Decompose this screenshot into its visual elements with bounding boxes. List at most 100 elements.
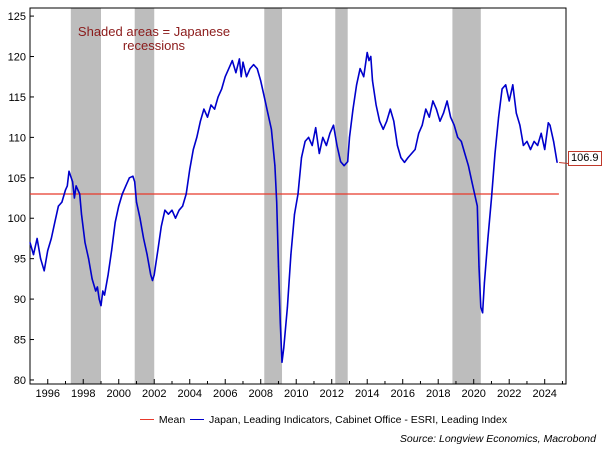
leading-index-point: [318, 152, 320, 155]
leading-index-point: [476, 205, 478, 207]
leading-index-point: [497, 116, 500, 118]
leading-index-point: [352, 108, 354, 110]
x-tick-label: 2016: [390, 388, 414, 400]
leading-index-point: [281, 361, 283, 363]
leading-index-point: [526, 140, 528, 143]
leading-index-point: [481, 312, 484, 314]
leading-index-point: [79, 193, 81, 195]
recession-bands: [70, 8, 481, 384]
leading-index-point: [80, 213, 83, 215]
leading-index-point: [203, 108, 205, 110]
leading-index-point: [274, 165, 276, 167]
leading-index-point: [400, 156, 402, 159]
leading-index-point: [228, 68, 230, 70]
leading-index-point: [471, 181, 473, 183]
leading-index-point: [210, 104, 212, 106]
recession-band-4: [335, 8, 348, 384]
leading-index-point: [286, 306, 288, 308]
recession-annotation: Shaded areas = Japanese recessions: [77, 24, 231, 53]
x-tick-label: 2012: [319, 388, 343, 400]
leading-index-point: [279, 322, 281, 324]
leading-index-point: [407, 156, 409, 159]
leading-index-point: [61, 201, 63, 203]
leading-index-point: [238, 58, 241, 60]
leading-index-point: [453, 124, 455, 126]
leading-index-point: [537, 144, 539, 147]
leading-index-point: [217, 96, 219, 98]
leading-index-point: [157, 249, 159, 252]
leading-index-point: [118, 205, 120, 207]
x-tick-label: 2020: [461, 388, 485, 400]
leading-index-point: [347, 161, 349, 163]
leading-index-point: [132, 175, 134, 177]
x-tick-label: 2010: [284, 388, 308, 400]
leading-index-point: [375, 104, 377, 106]
leading-index-point: [547, 122, 549, 124]
leading-index-point: [552, 140, 555, 143]
leading-index-point: [75, 185, 77, 187]
leading-index-point: [343, 165, 345, 167]
leading-index-point: [270, 128, 272, 130]
leading-index-point: [339, 161, 342, 163]
leading-index-point: [71, 181, 74, 183]
recession-band-2: [134, 8, 155, 384]
recession-band-5: [452, 8, 481, 384]
y-tick-label: 120: [8, 52, 26, 64]
leading-index-point: [474, 197, 477, 199]
leading-index-point: [36, 237, 38, 240]
leading-index-point: [151, 279, 154, 282]
leading-index-point: [231, 59, 233, 62]
leading-index-point: [253, 64, 255, 66]
leading-index-point: [556, 161, 558, 164]
leading-index-point: [121, 193, 123, 195]
y-tick-label: 100: [8, 213, 26, 225]
leading-index-point: [428, 116, 430, 118]
leading-index-point: [54, 221, 56, 223]
leading-index-points: [29, 51, 569, 363]
leading-index-point: [368, 59, 370, 62]
leading-index-point: [396, 144, 398, 147]
y-tick-label: 115: [8, 92, 26, 104]
leading-index-point: [283, 347, 285, 349]
legend-label-mean: Mean: [158, 414, 186, 426]
leading-index-point: [213, 108, 216, 110]
leading-index-point: [533, 140, 535, 143]
leading-index-point: [512, 84, 514, 86]
leading-index-point: [135, 201, 138, 203]
leading-index-point: [355, 84, 358, 86]
leading-index-point: [414, 148, 416, 151]
leading-index-point: [174, 217, 177, 219]
leading-index-point: [293, 213, 296, 215]
leading-index-point: [160, 225, 162, 227]
legend: Mean Japan, Leading Indicators, Cabinet …: [140, 414, 507, 426]
leading-index-point: [139, 217, 141, 219]
leading-index-point: [40, 258, 42, 260]
leading-index-point: [100, 304, 102, 307]
leading-index-point: [57, 205, 59, 207]
x-tick-label: 2014: [355, 388, 379, 400]
leading-index-point: [403, 161, 406, 164]
leading-index-point: [50, 237, 52, 240]
leading-index-point: [359, 68, 361, 70]
leading-index-point: [164, 209, 166, 211]
leading-index-point: [249, 68, 251, 70]
leading-index-point: [240, 76, 242, 78]
leading-index-point: [221, 88, 223, 90]
x-axis: 1996 1998 2000 2002 2004 2006 2008 2010 2012 2014…: [29, 379, 563, 400]
leading-index-point: [297, 193, 299, 195]
leading-index-point: [107, 274, 109, 276]
y-tick-label: 80: [14, 375, 26, 387]
leading-index-point: [371, 80, 374, 82]
leading-index-point: [457, 136, 459, 138]
leading-index-point: [87, 258, 90, 260]
x-tick-label: 2008: [248, 388, 272, 400]
y-tick-label: 110: [8, 132, 26, 144]
leading-index-point: [483, 282, 485, 284]
leading-index-point: [450, 116, 452, 118]
leading-index-point: [224, 76, 226, 78]
leading-index-point: [370, 55, 372, 58]
leading-index-point: [544, 148, 546, 151]
leading-index-point: [103, 294, 106, 296]
leading-index-point: [150, 274, 152, 276]
leading-index-point: [515, 112, 517, 114]
